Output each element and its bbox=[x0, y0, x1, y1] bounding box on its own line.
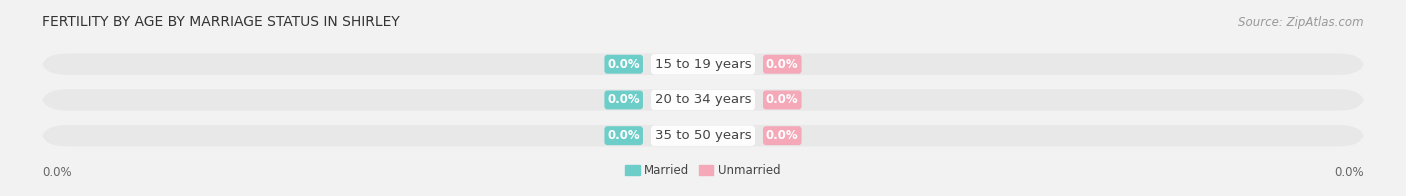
Text: FERTILITY BY AGE BY MARRIAGE STATUS IN SHIRLEY: FERTILITY BY AGE BY MARRIAGE STATUS IN S… bbox=[42, 15, 399, 29]
Text: 0.0%: 0.0% bbox=[42, 166, 72, 179]
Text: 0.0%: 0.0% bbox=[766, 58, 799, 71]
Legend: Married, Unmarried: Married, Unmarried bbox=[620, 159, 786, 181]
Text: Source: ZipAtlas.com: Source: ZipAtlas.com bbox=[1239, 16, 1364, 29]
Text: 0.0%: 0.0% bbox=[607, 129, 640, 142]
Text: 0.0%: 0.0% bbox=[1334, 166, 1364, 179]
Text: 0.0%: 0.0% bbox=[607, 58, 640, 71]
Text: 20 to 34 years: 20 to 34 years bbox=[655, 93, 751, 106]
Text: 0.0%: 0.0% bbox=[766, 129, 799, 142]
Text: 15 to 19 years: 15 to 19 years bbox=[655, 58, 751, 71]
FancyBboxPatch shape bbox=[42, 54, 1364, 75]
Text: 0.0%: 0.0% bbox=[766, 93, 799, 106]
FancyBboxPatch shape bbox=[42, 125, 1364, 146]
Text: 35 to 50 years: 35 to 50 years bbox=[655, 129, 751, 142]
FancyBboxPatch shape bbox=[42, 89, 1364, 111]
Text: 0.0%: 0.0% bbox=[607, 93, 640, 106]
